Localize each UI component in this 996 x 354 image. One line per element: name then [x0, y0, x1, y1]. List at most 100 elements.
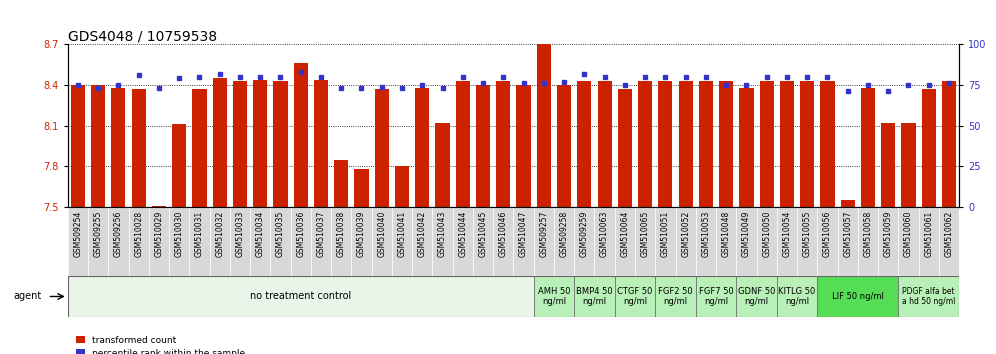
- Text: CTGF 50
ng/ml: CTGF 50 ng/ml: [618, 287, 652, 306]
- Bar: [575, 276, 615, 317]
- Legend: transformed count, percentile rank within the sample: transformed count, percentile rank withi…: [73, 332, 249, 354]
- Bar: [253, 80, 267, 207]
- Bar: [678, 81, 693, 207]
- Text: GSM509258: GSM509258: [560, 211, 569, 257]
- Bar: [372, 207, 391, 276]
- Bar: [719, 81, 733, 207]
- Bar: [534, 276, 575, 317]
- Bar: [148, 207, 169, 276]
- Text: GSM510049: GSM510049: [742, 211, 751, 257]
- Bar: [939, 207, 959, 276]
- Bar: [314, 80, 328, 207]
- Bar: [374, 89, 388, 207]
- Text: GSM510051: GSM510051: [661, 211, 670, 257]
- Bar: [109, 207, 128, 276]
- Text: BMP4 50
ng/ml: BMP4 50 ng/ml: [576, 287, 613, 306]
- Bar: [294, 63, 308, 207]
- Bar: [151, 206, 166, 207]
- Text: FGF7 50
ng/ml: FGF7 50 ng/ml: [698, 287, 733, 306]
- Text: GSM510059: GSM510059: [883, 211, 892, 257]
- Bar: [432, 207, 452, 276]
- Text: LIF 50 ng/ml: LIF 50 ng/ml: [832, 292, 883, 301]
- Bar: [841, 200, 855, 207]
- Text: GSM510047: GSM510047: [519, 211, 528, 257]
- Bar: [736, 276, 777, 317]
- Text: GSM509256: GSM509256: [114, 211, 123, 257]
- Text: GSM510050: GSM510050: [762, 211, 771, 257]
- Text: GSM510055: GSM510055: [803, 211, 812, 257]
- Bar: [476, 85, 490, 207]
- Bar: [311, 207, 331, 276]
- Bar: [615, 207, 635, 276]
- Text: KITLG 50
ng/ml: KITLG 50 ng/ml: [779, 287, 816, 306]
- Bar: [270, 207, 291, 276]
- Text: GSM509257: GSM509257: [539, 211, 549, 257]
- Text: GSM510052: GSM510052: [681, 211, 690, 257]
- Bar: [554, 207, 575, 276]
- Text: GSM510056: GSM510056: [823, 211, 832, 257]
- Bar: [760, 81, 774, 207]
- Text: GSM510058: GSM510058: [864, 211, 872, 257]
- Bar: [456, 81, 470, 207]
- Bar: [858, 207, 878, 276]
- Text: GSM510034: GSM510034: [256, 211, 265, 257]
- Bar: [595, 207, 615, 276]
- Text: GSM510064: GSM510064: [621, 211, 629, 257]
- Bar: [635, 207, 655, 276]
- Bar: [233, 81, 247, 207]
- Bar: [496, 81, 510, 207]
- Bar: [212, 78, 227, 207]
- Bar: [699, 81, 713, 207]
- Bar: [334, 160, 349, 207]
- Bar: [534, 207, 554, 276]
- Bar: [355, 169, 369, 207]
- Bar: [655, 276, 696, 317]
- Text: GSM509254: GSM509254: [74, 211, 83, 257]
- Bar: [901, 123, 915, 207]
- Bar: [655, 207, 675, 276]
- Bar: [395, 166, 409, 207]
- Text: GSM510044: GSM510044: [458, 211, 467, 257]
- Bar: [921, 89, 936, 207]
- Bar: [818, 276, 898, 317]
- Bar: [68, 276, 534, 317]
- Bar: [391, 207, 412, 276]
- Text: GSM510065: GSM510065: [640, 211, 649, 257]
- Text: GSM510061: GSM510061: [924, 211, 933, 257]
- Text: GSM510060: GSM510060: [904, 211, 913, 257]
- Text: GSM510054: GSM510054: [783, 211, 792, 257]
- Bar: [435, 123, 449, 207]
- Text: GSM510063: GSM510063: [601, 211, 610, 257]
- Bar: [517, 85, 531, 207]
- Bar: [352, 207, 372, 276]
- Text: GSM510062: GSM510062: [944, 211, 953, 257]
- Bar: [128, 207, 148, 276]
- Bar: [638, 81, 652, 207]
- Text: GSM510043: GSM510043: [438, 211, 447, 257]
- Text: GSM510033: GSM510033: [235, 211, 244, 257]
- Bar: [675, 207, 696, 276]
- Bar: [777, 276, 818, 317]
- Bar: [131, 89, 145, 207]
- Bar: [898, 276, 959, 317]
- Bar: [473, 207, 493, 276]
- Text: GSM509255: GSM509255: [94, 211, 103, 257]
- Bar: [878, 207, 898, 276]
- Bar: [273, 81, 288, 207]
- Bar: [71, 85, 85, 207]
- Bar: [415, 88, 429, 207]
- Text: agent: agent: [13, 291, 42, 302]
- Text: GSM510035: GSM510035: [276, 211, 285, 257]
- Bar: [618, 89, 631, 207]
- Bar: [716, 207, 736, 276]
- Bar: [696, 276, 736, 317]
- Bar: [68, 207, 88, 276]
- Bar: [861, 88, 875, 207]
- Bar: [736, 207, 757, 276]
- Text: FGF2 50
ng/ml: FGF2 50 ng/ml: [658, 287, 693, 306]
- Bar: [777, 207, 797, 276]
- Text: GDNF 50
ng/ml: GDNF 50 ng/ml: [738, 287, 775, 306]
- Text: GSM509259: GSM509259: [580, 211, 589, 257]
- Text: no treatment control: no treatment control: [250, 291, 352, 302]
- Text: GSM510041: GSM510041: [397, 211, 406, 257]
